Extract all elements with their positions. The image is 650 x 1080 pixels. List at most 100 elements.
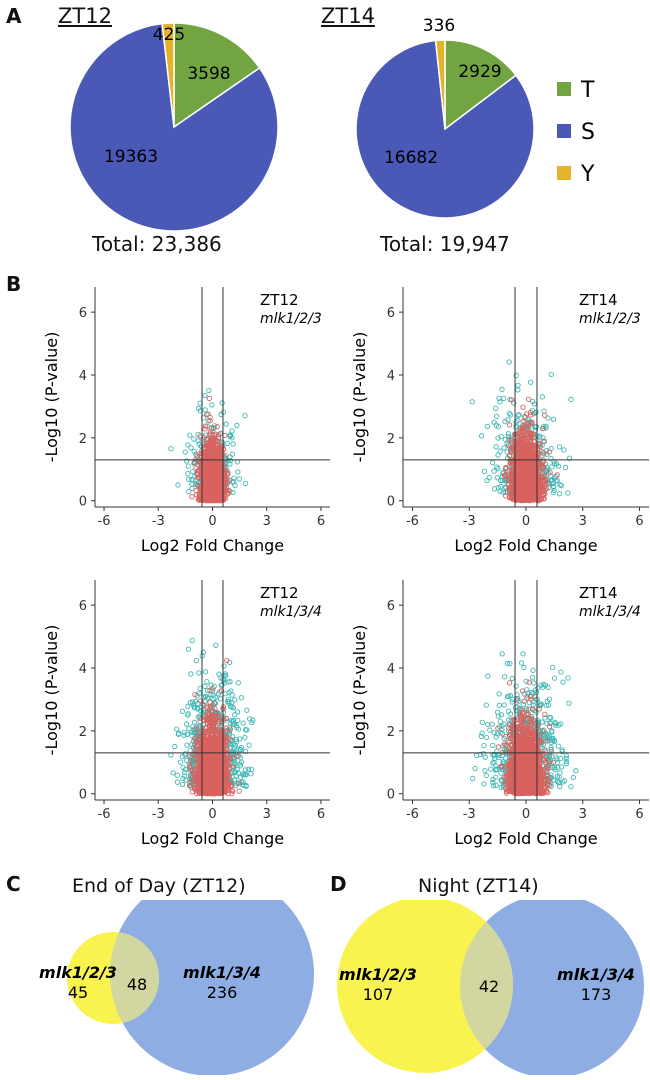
point-significant <box>242 480 249 487</box>
legend-swatch-y <box>557 166 571 180</box>
pie-label-s: 19363 <box>104 147 158 167</box>
point-significant <box>229 428 235 434</box>
point-not-significant <box>218 439 225 445</box>
y-tick-label: 6 <box>79 306 87 321</box>
point-significant <box>556 491 563 497</box>
pie-total-zt12: Total: 23,386 <box>92 232 222 256</box>
y-tick-label: 0 <box>79 495 87 510</box>
point-not-significant <box>207 428 213 435</box>
point-not-significant <box>207 414 213 420</box>
point-significant <box>565 490 571 496</box>
y-tick-label: 2 <box>387 432 395 447</box>
pie-total-zt14: Total: 19,947 <box>380 232 510 256</box>
point-significant <box>493 405 499 412</box>
point-significant <box>236 476 242 482</box>
point-significant <box>227 432 233 438</box>
point-significant <box>539 394 546 400</box>
point-significant <box>185 646 191 652</box>
point-significant <box>240 720 246 726</box>
panel-letter-b: B <box>6 272 22 296</box>
point-significant <box>246 742 252 748</box>
point-significant <box>188 445 194 451</box>
point-significant <box>213 642 219 648</box>
point-significant <box>219 400 225 406</box>
point-significant <box>168 752 174 758</box>
point-significant <box>500 395 507 402</box>
x-tick-label: 3 <box>263 514 271 529</box>
point-significant <box>223 421 229 427</box>
panel-letter-a: A <box>6 4 22 28</box>
y-axis-label: -Log10 (P-value) <box>42 332 61 463</box>
point-significant <box>238 695 244 701</box>
point-significant <box>186 476 192 482</box>
point-significant <box>177 759 184 765</box>
point-significant <box>202 392 208 399</box>
x-tick-label: 3 <box>579 514 587 529</box>
point-significant <box>193 657 200 664</box>
point-significant <box>234 459 241 465</box>
point-significant <box>515 387 521 393</box>
point-significant <box>187 432 193 438</box>
point-significant <box>170 770 176 776</box>
point-significant <box>506 359 512 365</box>
point-significant <box>168 446 174 452</box>
y-tick-label: 4 <box>79 662 87 677</box>
point-significant <box>237 774 244 780</box>
point-significant <box>556 444 563 450</box>
point-significant <box>242 412 248 419</box>
legend-label-t: T <box>580 78 595 103</box>
legend-swatch-t <box>557 82 571 96</box>
point-not-significant <box>507 422 513 428</box>
point-significant <box>229 451 236 457</box>
point-significant <box>550 416 557 422</box>
point-significant <box>188 671 194 677</box>
point-significant <box>515 382 521 388</box>
pie-slice-s <box>355 39 535 219</box>
panel-letter-c: C <box>6 872 21 896</box>
point-significant <box>217 696 224 702</box>
point-significant <box>175 482 181 488</box>
point-significant <box>469 399 475 405</box>
point-significant <box>235 717 241 724</box>
point-significant <box>216 671 222 677</box>
point-not-significant <box>520 404 526 410</box>
point-significant <box>192 458 198 465</box>
point-significant <box>179 781 186 788</box>
y-tick-label: 2 <box>79 725 87 740</box>
volcano-genotype: mlk1/2/3 <box>260 311 322 327</box>
x-tick-label: -3 <box>152 514 165 529</box>
x-tick-label: 0 <box>208 807 216 822</box>
y-axis-label: -Log10 (P-value) <box>350 332 369 463</box>
point-significant <box>494 413 500 419</box>
point-significant <box>230 489 236 496</box>
x-tick-label: -6 <box>98 807 111 822</box>
point-not-significant <box>206 395 213 401</box>
point-significant <box>224 440 230 447</box>
point-significant <box>185 463 191 469</box>
point-significant <box>497 448 503 454</box>
y-tick-label: 4 <box>387 369 395 384</box>
point-significant <box>497 488 503 494</box>
point-significant <box>528 379 534 385</box>
x-axis-label: Log2 Fold Change <box>454 536 597 555</box>
legend-label-s: S <box>581 120 595 145</box>
point-significant <box>481 468 488 475</box>
point-significant <box>229 479 236 485</box>
y-tick-label: 2 <box>79 432 87 447</box>
point-significant <box>234 422 240 429</box>
point-significant <box>183 458 190 464</box>
y-tick-label: 4 <box>79 369 87 384</box>
x-tick-label: 6 <box>317 807 325 822</box>
point-not-significant <box>198 454 204 460</box>
x-tick-label: 6 <box>635 514 643 529</box>
point-not-significant <box>204 411 210 418</box>
volcano-genotype: mlk1/2/3 <box>579 311 641 327</box>
point-significant <box>182 449 188 455</box>
point-significant <box>568 396 574 402</box>
legend-swatch-s <box>557 124 571 138</box>
point-significant <box>242 734 248 741</box>
